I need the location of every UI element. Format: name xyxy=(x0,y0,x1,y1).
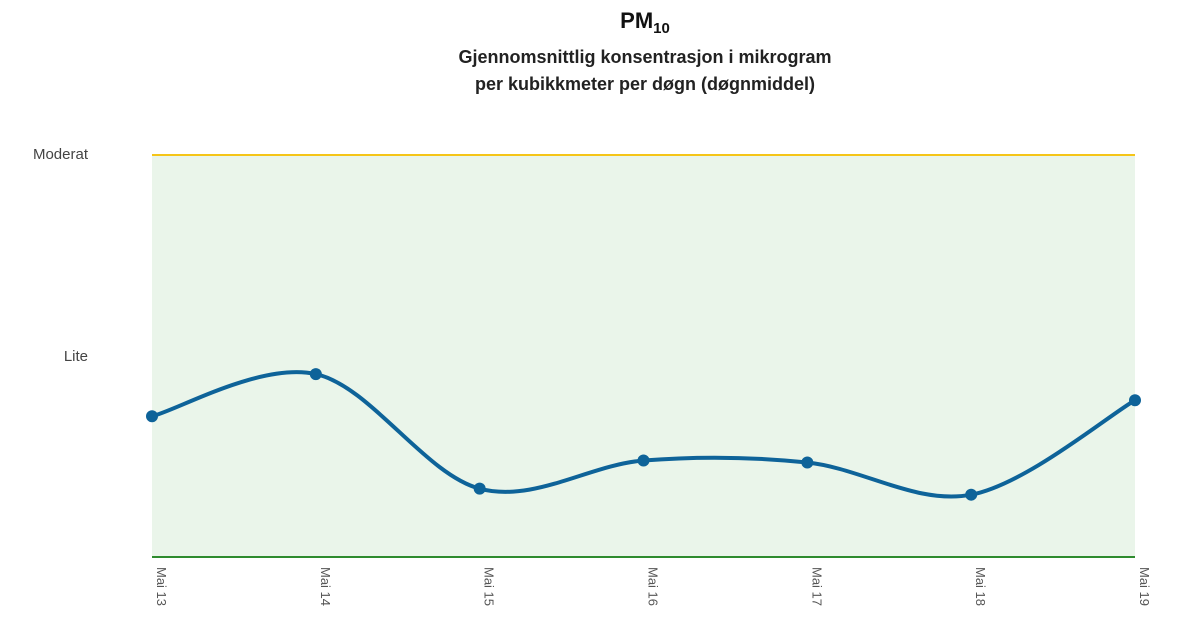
y-level-label-lite: Lite xyxy=(63,348,88,365)
x-tick-label: Mai 15 xyxy=(482,567,497,606)
data-point-2 xyxy=(309,368,322,381)
x-tick-label: Mai 18 xyxy=(973,567,988,606)
data-point-5 xyxy=(801,456,814,469)
data-point-1 xyxy=(146,410,158,423)
x-tick-label: Mai 14 xyxy=(318,567,333,606)
data-point-3 xyxy=(473,482,486,495)
data-point-4 xyxy=(637,454,650,467)
x-tick-label: Mai 17 xyxy=(809,567,824,606)
data-point-7 xyxy=(1129,394,1141,407)
x-tick-label: Mai 19 xyxy=(1137,567,1152,606)
data-point-6 xyxy=(965,488,978,501)
x-tick-label: Mai 13 xyxy=(154,567,169,606)
plot-area-band xyxy=(152,155,1135,557)
x-tick-label: Mai 16 xyxy=(646,567,661,606)
chart-title-main: PM xyxy=(620,8,654,33)
chart-title-subscript: 10 xyxy=(653,20,670,37)
y-level-label-moderat: Moderat xyxy=(32,146,88,163)
chart-subtitle: Gjennomsnittlig konsentrasjon i mikrogra… xyxy=(458,47,832,94)
chart-title: PM10 xyxy=(0,8,1200,37)
